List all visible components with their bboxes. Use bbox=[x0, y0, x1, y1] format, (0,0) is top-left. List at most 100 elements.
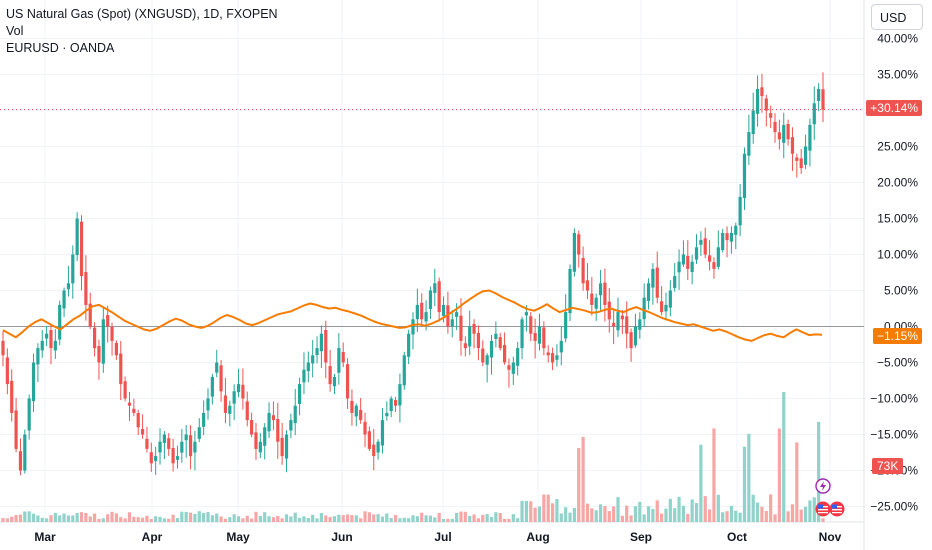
volume-bar bbox=[258, 515, 262, 522]
y-tick-label: 35.00% bbox=[877, 68, 918, 82]
volume-bar bbox=[23, 511, 27, 522]
volume-bar bbox=[468, 515, 472, 522]
candle-body bbox=[507, 365, 511, 370]
candle-body bbox=[817, 88, 821, 101]
time-axis[interactable]: Mar Apr May Jun Jul Aug Sep Oct Nov bbox=[34, 530, 841, 544]
volume-bar bbox=[498, 513, 502, 522]
volume-bar bbox=[603, 506, 607, 522]
candle-body bbox=[385, 412, 389, 417]
volume-bar bbox=[202, 512, 206, 522]
volume-bar bbox=[415, 516, 419, 522]
volume-bar bbox=[729, 505, 734, 522]
candle-body bbox=[132, 408, 136, 413]
candle-body bbox=[215, 362, 219, 373]
candle-body bbox=[677, 261, 681, 273]
volume-bar bbox=[585, 503, 590, 522]
volume-bar bbox=[581, 436, 585, 522]
volume-bar bbox=[673, 508, 677, 522]
volume-bar bbox=[764, 510, 768, 522]
volume-bar bbox=[293, 512, 297, 522]
candle-body bbox=[92, 327, 97, 349]
candle-body bbox=[197, 427, 201, 439]
candle-body bbox=[45, 333, 49, 339]
candle-body bbox=[729, 232, 734, 242]
volume-bar bbox=[367, 512, 371, 522]
currency-button[interactable]: USD bbox=[871, 4, 923, 30]
candle-body bbox=[58, 304, 62, 340]
candle-body bbox=[472, 323, 476, 334]
candle-body bbox=[494, 333, 498, 339]
candle-body bbox=[175, 456, 180, 460]
symbol-title[interactable]: US Natural Gas (Spot) (XNGUSD), 1D, FXOP… bbox=[6, 7, 278, 21]
volume-bar bbox=[817, 422, 821, 522]
candle-body bbox=[721, 232, 725, 251]
volume-bar bbox=[803, 506, 808, 522]
volume-bar bbox=[494, 512, 498, 522]
candle-body bbox=[437, 281, 441, 313]
us-flag-icon[interactable] bbox=[829, 501, 845, 517]
candle-body bbox=[119, 353, 123, 385]
volume-bar bbox=[376, 514, 380, 522]
candle-body bbox=[101, 319, 105, 364]
candle-body bbox=[668, 290, 672, 308]
volume-bar bbox=[136, 517, 140, 522]
volume-bar bbox=[14, 515, 18, 522]
volume-bar bbox=[140, 517, 145, 522]
volume-bar bbox=[476, 518, 481, 522]
candle-body bbox=[690, 261, 694, 273]
candle-body bbox=[516, 348, 520, 366]
volume-bar bbox=[315, 518, 319, 522]
candle-body bbox=[14, 410, 18, 449]
candle-body bbox=[664, 304, 668, 312]
volume-bar bbox=[345, 514, 350, 522]
y-tick-label: −5.00% bbox=[877, 356, 918, 370]
candle-body bbox=[485, 355, 489, 365]
lightning-icon[interactable] bbox=[815, 478, 831, 494]
y-tick-label: −15.00% bbox=[870, 428, 918, 442]
candle-body bbox=[769, 113, 773, 118]
compare-last-label: −1.15% bbox=[872, 328, 922, 344]
candle-body bbox=[603, 282, 607, 305]
volume-bar bbox=[289, 516, 293, 522]
volume-bar bbox=[459, 511, 463, 522]
price-axis[interactable]: 40.00%35.00%30.00%25.00%20.00%15.00%10.0… bbox=[870, 32, 918, 514]
volume-bar bbox=[328, 517, 332, 522]
volume-bar bbox=[236, 516, 241, 522]
candle-body bbox=[158, 441, 162, 453]
candle-body bbox=[341, 351, 345, 363]
volume-bar bbox=[812, 497, 816, 522]
price-candles bbox=[1, 72, 825, 476]
volume-bar bbox=[88, 516, 92, 522]
candle-body bbox=[393, 400, 398, 406]
candle-body bbox=[236, 384, 241, 393]
volume-bar bbox=[777, 428, 781, 522]
volume-bar bbox=[716, 494, 720, 522]
candle-body bbox=[564, 312, 568, 339]
candle-body bbox=[686, 255, 690, 269]
volume-bar bbox=[223, 518, 228, 522]
candle-body bbox=[145, 438, 149, 449]
candle-body bbox=[180, 441, 184, 453]
volume-bar bbox=[1, 518, 5, 522]
us-flag-icon[interactable] bbox=[815, 501, 831, 517]
y-tick-label: 15.00% bbox=[877, 212, 918, 226]
volume-bar bbox=[10, 516, 14, 522]
candle-body bbox=[245, 401, 249, 421]
volume-bar bbox=[808, 500, 812, 522]
candle-body bbox=[23, 434, 27, 471]
volume-bar bbox=[420, 512, 424, 522]
volume-bar bbox=[799, 509, 803, 522]
volume-bar bbox=[36, 515, 40, 522]
volume-bar bbox=[668, 498, 672, 522]
volume-bar bbox=[437, 512, 441, 522]
x-tick-label: Jul bbox=[434, 530, 451, 544]
volume-bar bbox=[193, 513, 197, 522]
volume-bar bbox=[677, 496, 681, 522]
volume-bar bbox=[572, 508, 576, 522]
volume-bar bbox=[686, 513, 690, 522]
volume-legend[interactable]: Vol bbox=[6, 24, 24, 38]
compare-legend[interactable]: EURUSD · OANDA bbox=[6, 41, 115, 55]
candle-body bbox=[280, 437, 284, 457]
volume-bar bbox=[516, 518, 520, 522]
